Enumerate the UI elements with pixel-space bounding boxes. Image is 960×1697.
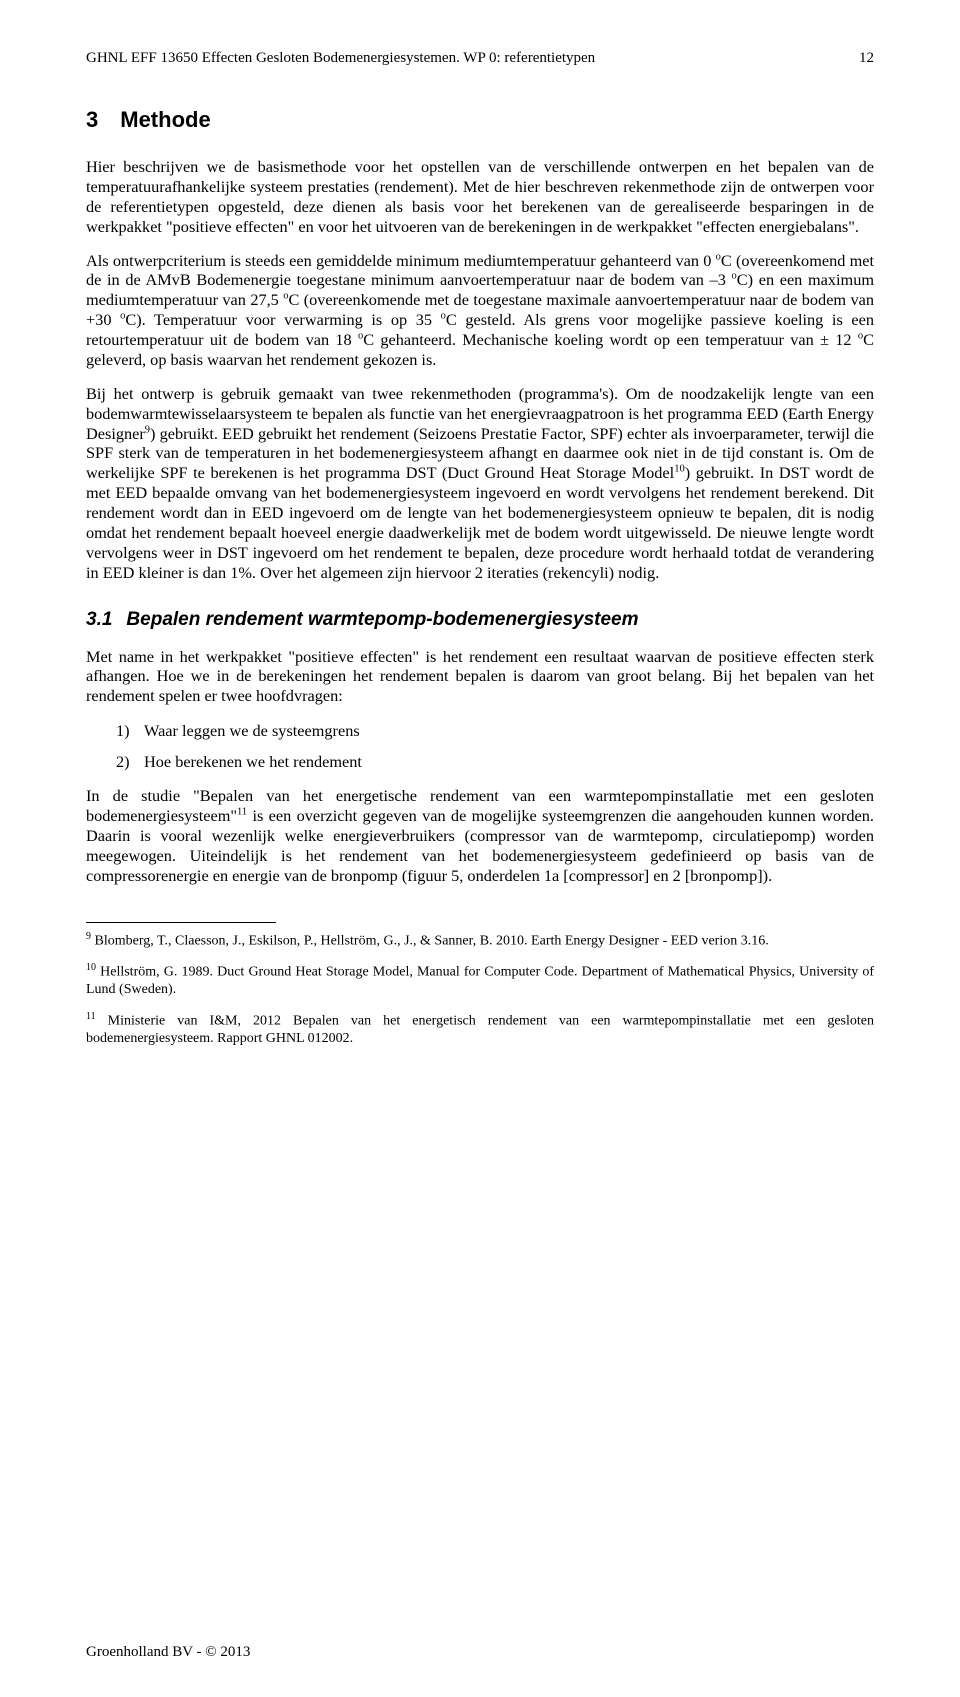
running-header: GHNL EFF 13650 Effecten Gesloten Bodemen… — [86, 50, 874, 67]
footnote-ref-11: 11 — [237, 807, 247, 818]
header-page-number: 12 — [859, 50, 874, 67]
footnote-ref-10: 10 — [674, 464, 685, 475]
list-number: 1) — [116, 720, 144, 741]
footnote-number: 10 — [86, 962, 96, 973]
list-item: 1)Waar leggen we de systeemgrens — [116, 720, 874, 741]
section-title: Methode — [120, 107, 210, 132]
list-item: 2)Hoe berekenen we het rendement — [116, 751, 874, 772]
section-3-para-1: Hier beschrijven we de basismethode voor… — [86, 157, 874, 237]
footnote-text: Blomberg, T., Claesson, J., Eskilson, P.… — [91, 934, 769, 949]
footnote-11: 11 Ministerie van I&M, 2012 Bepalen van … — [86, 1011, 874, 1048]
footnote-10: 10 Hellström, G. 1989. Duct Ground Heat … — [86, 962, 874, 999]
section-3-1-para-2: In de studie "Bepalen van het energetisc… — [86, 786, 874, 885]
text-fragment: Als ontwerpcriterium is steeds een gemid… — [86, 251, 716, 270]
footnote-text: Ministerie van I&M, 2012 Bepalen van het… — [86, 1013, 874, 1046]
list-text: Hoe berekenen we het rendement — [144, 752, 362, 771]
subsection-number: 3.1 — [86, 609, 112, 630]
text-fragment: C). Temperatuur voor verwarming is op 35 — [125, 310, 440, 329]
section-3-para-3: Bij het ontwerp is gebruik gemaakt van t… — [86, 384, 874, 583]
page-footer: Groenholland BV - © 2013 — [86, 1644, 250, 1661]
header-title: GHNL EFF 13650 Effecten Gesloten Bodemen… — [86, 50, 595, 66]
questions-list: 1)Waar leggen we de systeemgrens 2)Hoe b… — [116, 720, 874, 772]
subsection-title: Bepalen rendement warmtepomp-bodemenergi… — [126, 609, 638, 630]
section-3-1-heading: 3.1 Bepalen rendement warmtepomp-bodemene… — [86, 609, 874, 631]
section-number: 3 — [86, 107, 98, 132]
section-3-para-2: Als ontwerpcriterium is steeds een gemid… — [86, 251, 874, 370]
footnote-text: Hellström, G. 1989. Duct Ground Heat Sto… — [86, 965, 874, 998]
list-text: Waar leggen we de systeemgrens — [144, 721, 360, 740]
footnote-9: 9 Blomberg, T., Claesson, J., Eskilson, … — [86, 931, 874, 950]
text-fragment: C gehanteerd. Mechanische koeling wordt … — [363, 330, 858, 349]
list-number: 2) — [116, 751, 144, 772]
footnote-separator — [86, 922, 276, 923]
section-3-1-para-1: Met name in het werkpakket "positieve ef… — [86, 647, 874, 707]
document-page: GHNL EFF 13650 Effecten Gesloten Bodemen… — [0, 0, 960, 1697]
section-3-heading: 3 Methode — [86, 107, 874, 133]
footnote-number: 11 — [86, 1011, 96, 1022]
